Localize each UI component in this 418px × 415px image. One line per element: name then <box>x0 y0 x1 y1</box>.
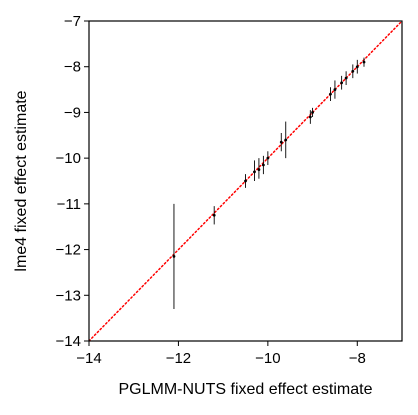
x-tick-label: −8 <box>349 350 366 367</box>
y-tick-label: −8 <box>64 59 81 76</box>
data-point <box>329 92 332 96</box>
y-tick-label: −13 <box>56 287 81 304</box>
x-axis: −14 −12 −10 −8 <box>76 341 366 367</box>
data-point <box>362 60 366 64</box>
data-point <box>266 156 270 160</box>
data-point <box>212 213 216 217</box>
y-axis-label: lme4 fixed effect estimate <box>13 90 30 271</box>
data-points-layer <box>172 57 366 309</box>
data-point <box>261 163 265 167</box>
data-point <box>340 81 344 85</box>
data-point <box>351 69 355 73</box>
data-point <box>279 140 283 144</box>
y-tick-label: −9 <box>64 104 81 121</box>
data-point <box>308 115 312 119</box>
x-tick-label: −14 <box>76 350 101 367</box>
data-point <box>284 138 288 142</box>
data-point <box>333 88 337 91</box>
y-axis: −14 −13 −12 −11 −10 −9 −8 −7 <box>56 13 89 350</box>
y-tick-label: −12 <box>56 242 81 259</box>
data-point <box>311 111 314 114</box>
data-point <box>253 170 256 174</box>
y-tick-label: −10 <box>56 150 81 167</box>
x-tick-label: −10 <box>255 350 280 367</box>
x-tick-label: −12 <box>166 350 191 367</box>
x-axis-label: PGLMM-NUTS fixed effect estimate <box>119 381 373 398</box>
plot-frame <box>88 20 403 342</box>
data-point <box>344 76 348 80</box>
data-point <box>244 179 247 183</box>
data-point <box>257 168 261 171</box>
y-tick-label: −11 <box>57 196 81 213</box>
data-point <box>172 255 176 258</box>
data-point <box>355 65 359 69</box>
y-tick-label: −14 <box>56 333 81 350</box>
y-tick-label: −7 <box>64 13 81 30</box>
